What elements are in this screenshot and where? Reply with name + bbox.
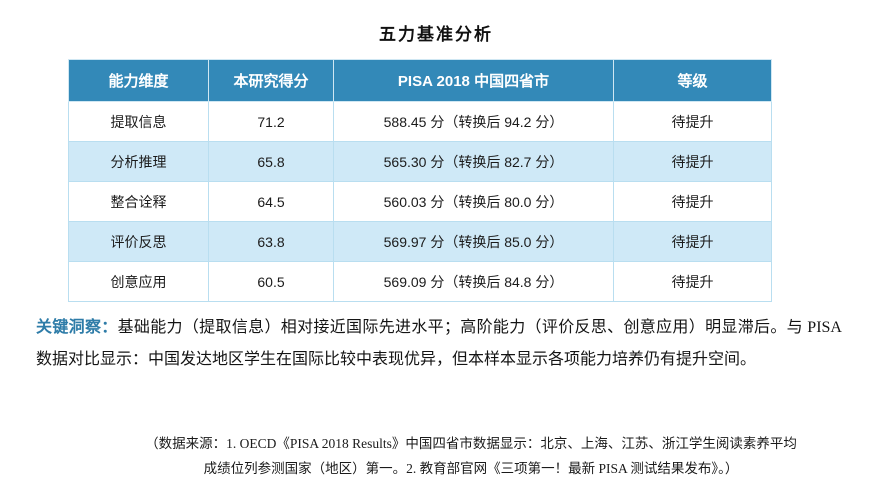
insight-label: 关键洞察： xyxy=(36,319,118,336)
cell-grade: 待提升 xyxy=(613,101,772,142)
page-title: 五力基准分析 xyxy=(379,25,493,44)
cell-pisa-score: 560.03 分（转换后 80.0 分） xyxy=(333,181,614,222)
insight-text: 基础能力（提取信息）相对接近国际先进水平；高阶能力（评价反思、创意应用）明显滞后… xyxy=(36,319,842,368)
cell-pisa-score: 565.30 分（转换后 82.7 分） xyxy=(333,141,614,182)
cell-dimension: 整合诠释 xyxy=(68,181,209,222)
cell-pisa-score: 569.09 分（转换后 84.8 分） xyxy=(333,261,614,302)
cell-dimension: 分析推理 xyxy=(68,141,209,182)
cell-dimension: 提取信息 xyxy=(68,101,209,142)
footnote: （数据来源：1. OECD《PISA 2018 Results》中国四省市数据显… xyxy=(0,431,872,481)
cell-dimension: 评价反思 xyxy=(68,221,209,262)
col-header-study-score: 本研究得分 xyxy=(208,59,334,102)
insight-paragraph: 关键洞察：基础能力（提取信息）相对接近国际先进水平；高阶能力（评价反思、创意应用… xyxy=(36,312,842,376)
cell-pisa-score: 569.97 分（转换后 85.0 分） xyxy=(333,221,614,262)
table-row: 评价反思 63.8 569.97 分（转换后 85.0 分） 待提升 xyxy=(68,221,772,262)
cell-grade: 待提升 xyxy=(613,141,772,182)
cell-dimension: 创意应用 xyxy=(68,261,209,302)
table-header-row: 能力维度 本研究得分 PISA 2018 中国四省市 等级 xyxy=(68,59,772,102)
cell-study-score: 64.5 xyxy=(208,181,334,222)
table-row: 整合诠释 64.5 560.03 分（转换后 80.0 分） 待提升 xyxy=(68,181,772,222)
cell-study-score: 65.8 xyxy=(208,141,334,182)
table-row: 分析推理 65.8 565.30 分（转换后 82.7 分） 待提升 xyxy=(68,141,772,182)
cell-study-score: 60.5 xyxy=(208,261,334,302)
cell-study-score: 63.8 xyxy=(208,221,334,262)
cell-grade: 待提升 xyxy=(613,181,772,222)
table-row: 提取信息 71.2 588.45 分（转换后 94.2 分） 待提升 xyxy=(68,101,772,142)
table-row: 创意应用 60.5 569.09 分（转换后 84.8 分） 待提升 xyxy=(68,261,772,302)
cell-pisa-score: 588.45 分（转换后 94.2 分） xyxy=(333,101,614,142)
footnote-line-2: 成绩位列参测国家（地区）第一。2. 教育部官网《三项第一！最新 PISA 测试结… xyxy=(203,461,739,476)
col-header-grade: 等级 xyxy=(613,59,772,102)
benchmark-table: 能力维度 本研究得分 PISA 2018 中国四省市 等级 提取信息 71.2 … xyxy=(68,59,772,302)
cell-study-score: 71.2 xyxy=(208,101,334,142)
cell-grade: 待提升 xyxy=(613,221,772,262)
col-header-pisa-2018: PISA 2018 中国四省市 xyxy=(333,59,614,102)
footnote-line-1: （数据来源：1. OECD《PISA 2018 Results》中国四省市数据显… xyxy=(145,436,797,451)
cell-grade: 待提升 xyxy=(613,261,772,302)
col-header-dimension: 能力维度 xyxy=(68,59,209,102)
